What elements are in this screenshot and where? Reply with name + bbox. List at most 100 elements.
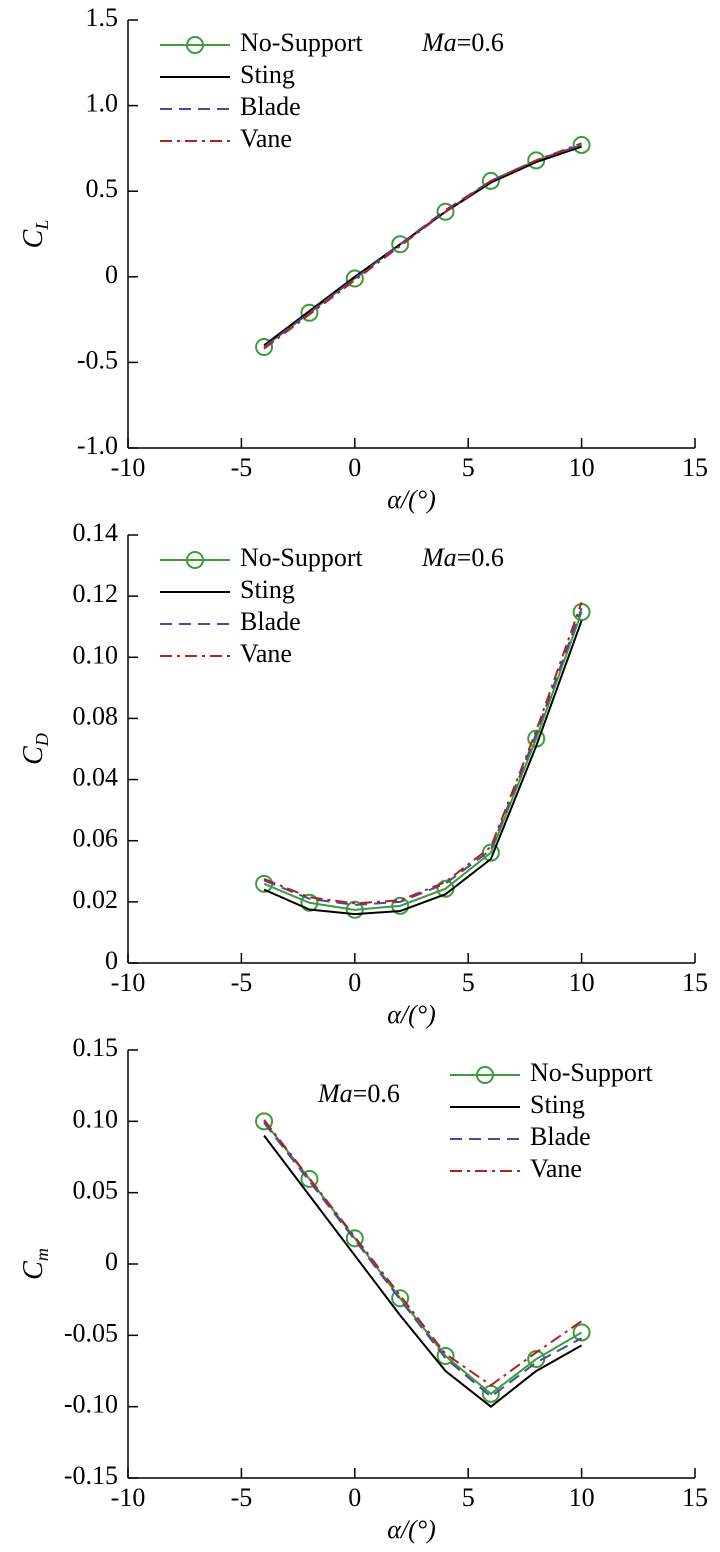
annotation-var: Ma xyxy=(421,28,457,57)
x-tick-label: -10 xyxy=(111,453,146,482)
marker xyxy=(572,135,591,154)
y-tick-label: -0.15 xyxy=(64,1461,118,1490)
legend-label: Sting xyxy=(240,575,295,604)
y-tick-label: 0.02 xyxy=(73,885,119,914)
y-tick-label: 0.14 xyxy=(73,518,119,547)
y-tick-label: 0.12 xyxy=(73,579,119,608)
marker xyxy=(300,893,319,912)
y-tick-label: 0.08 xyxy=(73,701,119,730)
series-line xyxy=(263,145,582,347)
y-tick-label: 0.10 xyxy=(73,640,119,669)
legend-label: No-Support xyxy=(240,28,364,57)
series-line xyxy=(263,1122,583,1398)
annotation-value: =0.6 xyxy=(457,28,504,57)
x-tick-label: -5 xyxy=(231,1483,253,1512)
y-axis-label-sub: m xyxy=(32,1248,52,1261)
marker xyxy=(300,1169,319,1188)
series-line xyxy=(263,1119,583,1387)
x-tick-label: 10 xyxy=(569,968,595,997)
annotation: Ma=0.6 xyxy=(421,543,504,572)
y-tick-label: 0 xyxy=(105,946,118,975)
x-axis-label: α/(°) xyxy=(387,485,436,514)
legend-marker xyxy=(186,36,204,54)
y-tick-label: -0.10 xyxy=(64,1390,118,1419)
y-tick-label: 0 xyxy=(105,1247,118,1276)
x-tick-label: 10 xyxy=(569,1483,595,1512)
annotation-var: Ma xyxy=(317,1079,353,1108)
marker xyxy=(255,1112,274,1131)
marker xyxy=(391,1289,410,1308)
x-tick-label: 0 xyxy=(348,968,361,997)
legend-label: Blade xyxy=(240,607,301,636)
series-line xyxy=(263,608,583,906)
legend-label: No-Support xyxy=(240,543,364,572)
y-tick-label: 0.05 xyxy=(73,1176,119,1205)
y-axis-label: Cm xyxy=(18,1248,52,1280)
annotation: Ma=0.6 xyxy=(317,1079,400,1108)
marker xyxy=(481,171,500,190)
y-tick-label: 0.5 xyxy=(86,174,119,203)
y-tick-label: 1.5 xyxy=(86,3,119,32)
series-line xyxy=(263,1134,583,1408)
x-tick-label: 10 xyxy=(569,453,595,482)
y-tick-label: -0.05 xyxy=(64,1318,118,1347)
y-axis-label-sub: D xyxy=(32,733,52,747)
legend-label: Vane xyxy=(240,124,292,153)
x-tick-label: 5 xyxy=(462,968,475,997)
legend-marker xyxy=(476,1066,494,1084)
x-tick-label: 15 xyxy=(682,968,708,997)
marker xyxy=(436,202,455,221)
marker xyxy=(345,900,364,919)
legend-label: Vane xyxy=(530,1154,582,1183)
y-tick-label: 0.06 xyxy=(73,824,119,853)
x-tick-label: 15 xyxy=(682,453,708,482)
chart: -0.15 -0.10 -0.05 0 0.05 0.10 0.15 -10 -5 0 5 10 15 α… xyxy=(18,1033,708,1544)
series-line xyxy=(263,601,583,905)
marker xyxy=(300,303,319,322)
y-tick-label: 0.10 xyxy=(73,1104,119,1133)
annotation: Ma=0.6 xyxy=(421,28,504,57)
y-tick-label: 0.04 xyxy=(73,763,119,792)
series-line xyxy=(263,142,582,350)
y-axis-label: CL xyxy=(18,220,52,249)
x-tick-label: -10 xyxy=(111,1483,146,1512)
annotation-var: Ma xyxy=(421,543,457,572)
marker xyxy=(436,1347,455,1366)
legend-label: Blade xyxy=(240,92,301,121)
chart: -1.0 -0.5 0 0.5 1.0 1.5 -10 -5 0 5 10 15 α/(°) CL No-S… xyxy=(18,3,708,514)
legend-label: Vane xyxy=(240,639,292,668)
x-tick-label: -10 xyxy=(111,968,146,997)
x-tick-label: 5 xyxy=(462,453,475,482)
y-axis-label-sub: L xyxy=(32,220,52,231)
y-tick-label: 0.15 xyxy=(73,1033,119,1062)
series-line xyxy=(263,620,583,916)
marker xyxy=(391,235,410,254)
y-tick-label: 1.0 xyxy=(86,89,119,118)
marker xyxy=(255,337,274,356)
y-tick-label: -1.0 xyxy=(77,431,118,460)
y-tick-label: 0 xyxy=(105,260,118,289)
marker xyxy=(572,1323,591,1342)
x-tick-label: 0 xyxy=(348,1483,361,1512)
x-tick-label: -5 xyxy=(231,453,253,482)
marker xyxy=(345,1229,364,1248)
y-axis-label-main: C xyxy=(18,1261,49,1280)
y-axis-label-main: C xyxy=(18,229,49,248)
x-tick-label: 0 xyxy=(348,453,361,482)
x-tick-label: 15 xyxy=(682,1483,708,1512)
series-line xyxy=(263,144,582,348)
chart: 0 0.02 0.06 0.04 0.08 0.10 0.12 0.14 -10 -5 0 5 10 15… xyxy=(18,518,708,1029)
legend-label: Sting xyxy=(530,1090,585,1119)
y-tick-label: -0.5 xyxy=(77,345,118,374)
y-axis-label-main: C xyxy=(18,746,49,765)
x-tick-label: -5 xyxy=(231,968,253,997)
marker xyxy=(345,269,364,288)
series-line xyxy=(263,144,582,348)
x-tick-label: 5 xyxy=(462,1483,475,1512)
legend-label: Sting xyxy=(240,60,295,89)
x-axis-label: α/(°) xyxy=(387,1000,436,1029)
legend-marker xyxy=(186,551,204,569)
x-axis-label: α/(°) xyxy=(387,1515,436,1544)
series-line xyxy=(263,611,583,911)
